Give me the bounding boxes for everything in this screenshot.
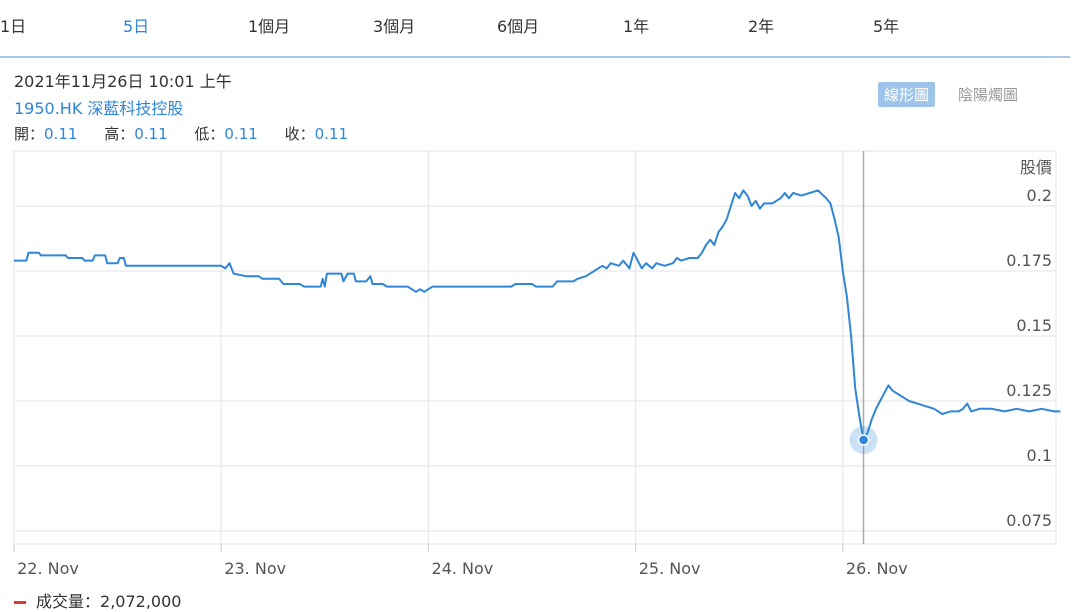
- range-tab-1d[interactable]: 1日: [0, 17, 27, 36]
- candlestick-chart-toggle[interactable]: 陰陽燭圖: [958, 86, 1019, 104]
- y-tick-label: 0.175: [1006, 251, 1052, 270]
- price-line: [14, 189, 1061, 441]
- y-tick-label: 0.15: [1016, 316, 1052, 335]
- y-axis-ticks: 0.075 0.1 0.125 0.15 0.175 0.2: [1006, 186, 1052, 530]
- chart-grid: [13, 150, 1057, 552]
- close-value: 0.11: [314, 125, 349, 143]
- range-tab-5y[interactable]: 5年: [873, 17, 900, 36]
- quote-info: 2021年11月26日 10:01 上午 1950.HK 深藍科技控股 開：0.…: [14, 68, 370, 144]
- hover-point: [857, 434, 870, 446]
- ohlc-row: 開：0.11 高：0.11 低：0.11 收：0.11: [14, 123, 370, 144]
- x-axis-ticks: 22. Nov 23. Nov 24. Nov 25. Nov 26. Nov: [17, 559, 908, 578]
- quote-date: 2021年11月26日 10:01 上午: [14, 72, 232, 91]
- range-tab-3m[interactable]: 3個月: [373, 17, 416, 36]
- y-tick-label: 0.2: [1027, 186, 1052, 205]
- line-chart-toggle[interactable]: 線形圖: [878, 82, 936, 107]
- crosshair: [849, 151, 878, 544]
- volume-value: 2,072,000: [100, 592, 182, 611]
- range-tab-1m[interactable]: 1個月: [248, 17, 291, 36]
- x-tick-label: 25. Nov: [639, 559, 701, 578]
- stock-symbol[interactable]: 1950.HK 深藍科技控股: [14, 99, 184, 118]
- y-axis-label: 股價: [1020, 158, 1052, 177]
- volume-legend-marker: [14, 601, 26, 604]
- price-series: [14, 189, 1061, 441]
- low-value: 0.11: [224, 125, 258, 143]
- high-label: 高：: [104, 125, 135, 143]
- open-value: 0.11: [44, 125, 78, 143]
- volume-readout: 成交量：2,072,000: [14, 588, 181, 612]
- volume-label: 成交量：: [36, 592, 101, 611]
- range-tab-1y[interactable]: 1年: [623, 17, 650, 36]
- y-tick-label: 0.1: [1027, 446, 1052, 465]
- x-tick-label: 23. Nov: [224, 559, 286, 578]
- x-tick-label: 26. Nov: [846, 559, 908, 578]
- range-tab-5d[interactable]: 5日: [123, 17, 150, 36]
- y-tick-label: 0.125: [1006, 381, 1052, 400]
- open-label: 開：: [14, 125, 45, 143]
- high-value: 0.11: [134, 125, 168, 143]
- close-label: 收：: [284, 125, 315, 143]
- x-tick-label: 24. Nov: [432, 559, 494, 578]
- x-tick-label: 22. Nov: [17, 559, 79, 578]
- range-tab-2y[interactable]: 2年: [748, 17, 775, 36]
- range-tab-6m[interactable]: 6個月: [497, 17, 540, 36]
- y-tick-label: 0.075: [1006, 511, 1052, 530]
- low-label: 低：: [194, 125, 225, 143]
- range-selector: 1日 5日 1個月 3個月 6個月 1年 2年 5年: [0, 0, 1070, 58]
- plot-frame: [13, 150, 1057, 545]
